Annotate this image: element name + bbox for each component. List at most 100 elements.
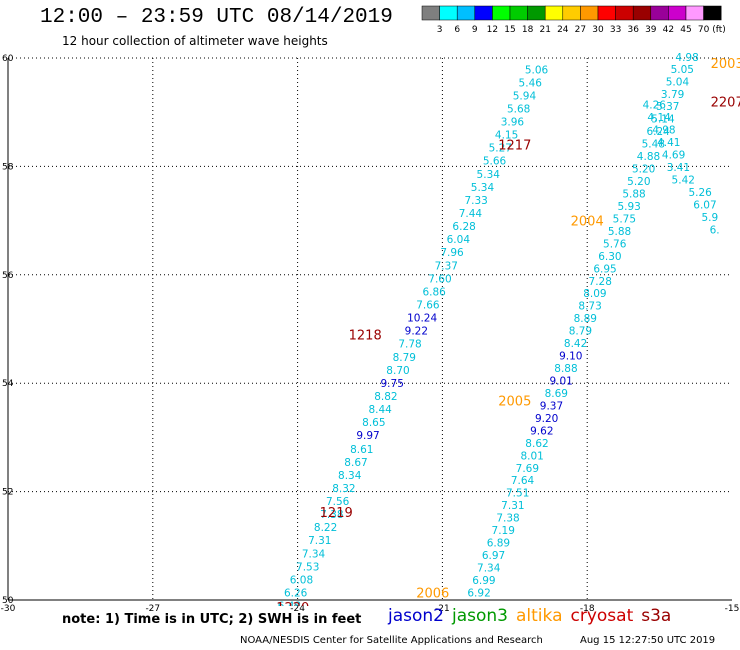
- wave-height-point: 8.65: [362, 417, 385, 429]
- pass-time-label: 1219: [320, 506, 353, 521]
- wave-height-point: 6.26: [284, 587, 308, 599]
- wave-height-point: 8.34: [338, 470, 362, 482]
- wave-height-point: 8.61: [350, 444, 373, 456]
- wave-height-point: 3.41: [667, 162, 690, 174]
- colorbar-label: 18: [522, 25, 534, 35]
- colorbar-label: 15: [504, 25, 515, 35]
- wave-height-point: 9.62: [530, 425, 553, 437]
- wave-height-points: 5.065.465.945.683.964.155.275.66 5.345.34…: [276, 52, 740, 616]
- colorbar-label: 30: [592, 25, 604, 35]
- wave-height-point: 7.34: [477, 562, 501, 574]
- wave-height-point: 4.88: [637, 151, 660, 163]
- wave-height-point: 8.79: [393, 352, 416, 364]
- wave-height-point: 9.22: [405, 326, 428, 338]
- wave-height-point: 5.34: [477, 169, 501, 181]
- credit-line: NOAA/NESDIS Center for Satellite Applica…: [240, 635, 543, 646]
- wave-height-point: 9.75: [381, 378, 404, 390]
- footer-note: note: 1) Time is in UTC; 2) SWH is in fe…: [62, 612, 362, 627]
- wave-height-point: 6.07: [693, 199, 716, 211]
- wave-height-point: 7.33: [464, 195, 487, 207]
- wave-height-point: 5.20: [632, 164, 655, 176]
- wave-height-point: 9.01: [549, 375, 572, 387]
- wave-height-point: 6.30: [598, 251, 621, 263]
- wave-height-point: 8.67: [344, 457, 367, 469]
- wave-height-point: 10.24: [407, 313, 437, 325]
- wave-height-point: 5.34: [471, 182, 495, 194]
- pass-time-label: 1220: [276, 601, 309, 616]
- pass-time-label: 2005: [498, 395, 531, 410]
- colorbar-unit: (ft): [712, 25, 726, 35]
- colorbar-label: 12: [487, 25, 498, 35]
- pass-time-label: 2004: [571, 215, 604, 230]
- wave-height-point: 4.98: [675, 52, 698, 64]
- wave-height-point: 8.44: [368, 404, 392, 416]
- wave-height-point: 8.01: [520, 450, 543, 462]
- wave-height-point: 4.15: [495, 129, 518, 141]
- wave-height-point: 9.37: [540, 400, 563, 412]
- wave-height-point: 4.69: [662, 149, 685, 161]
- wave-height-point: 7.37: [435, 261, 458, 273]
- wave-height-point: 8.69: [545, 388, 568, 400]
- wave-height-point: 5.46: [519, 77, 543, 89]
- wave-height-point: 5.9: [701, 212, 718, 224]
- pass-time-label: 1217: [498, 139, 531, 154]
- wave-height-point: 8.73: [578, 301, 601, 313]
- wave-height-point: 7.78: [398, 339, 421, 351]
- wave-height-point: 7.60: [428, 274, 451, 286]
- y-tick-label: 56: [2, 271, 14, 281]
- wave-height-point: 5.27: [489, 142, 512, 154]
- wave-height-point: 8.89: [574, 313, 597, 325]
- pass-time-label: 1218: [349, 328, 382, 343]
- wave-height-point: 4.14: [647, 112, 671, 124]
- wave-height-point: 7.96: [440, 247, 464, 259]
- colorbar-label: 9: [472, 25, 478, 35]
- chart-title: 12:00 – 23:59 UTC 08/14/2019: [40, 6, 393, 29]
- wave-height-point: 6.04: [447, 234, 471, 246]
- colorbar-label: 6: [454, 25, 460, 35]
- wave-height-point: 5.48: [642, 139, 665, 151]
- wave-height-point: 7.44: [459, 208, 483, 220]
- legend-entry-altika: altika: [516, 606, 563, 626]
- wave-height-point: 7.31: [308, 535, 331, 547]
- satellite-legend: jason2 jason3 altika cryosat s3a: [388, 606, 679, 626]
- generated-timestamp: Aug 15 12:27:50 UTC 2019: [580, 635, 716, 646]
- wave-height-point: 8.42: [564, 338, 587, 350]
- colorbar-label: 70: [698, 25, 710, 35]
- wave-height-point: 6.97: [482, 550, 505, 562]
- y-tick-label: 54: [2, 379, 14, 389]
- wave-height-point: 8.09: [583, 288, 606, 300]
- wave-height-point: 6.99: [472, 575, 495, 587]
- colorbar-label: 3: [437, 25, 443, 35]
- wave-height-point: 8.62: [525, 438, 548, 450]
- colorbar-label: 39: [645, 25, 657, 35]
- wave-height-point: 6.08: [290, 574, 313, 586]
- wave-height-point: 5.14: [651, 114, 675, 126]
- y-tick-label: 52: [2, 488, 13, 498]
- wave-height-point: 8.82: [374, 391, 397, 403]
- legend-entry-cryosat: cryosat: [570, 606, 634, 626]
- pass-time-label: 2006: [416, 586, 449, 601]
- colorbar-label: 45: [680, 25, 691, 35]
- wave-height-point: 6.24: [646, 126, 670, 138]
- wave-height-point: 6.28: [452, 221, 475, 233]
- wave-height-point: 8.79: [569, 326, 592, 338]
- wave-height-point: 5.88: [608, 226, 631, 238]
- wave-height-point: 6.86: [422, 287, 446, 299]
- wave-height-point: 7.66: [416, 300, 440, 312]
- colorbar-label: 24: [557, 25, 569, 35]
- wave-height-point: 7.69: [516, 463, 539, 475]
- chart-subtitle: 12 hour collection of altimeter wave hei…: [62, 34, 328, 48]
- x-tick-label: -21: [435, 604, 450, 614]
- wave-height-point: 7.56: [326, 496, 350, 508]
- wave-height-point: 8.32: [332, 483, 355, 495]
- wave-height-point: 5.66: [483, 155, 507, 167]
- x-tick-label: -15: [725, 604, 740, 614]
- wave-height-point: 5.26: [688, 187, 712, 199]
- wave-height-point: 5.76: [603, 238, 627, 250]
- wave-height-point: 9.10: [559, 351, 582, 363]
- wave-height-point: 4.41: [657, 137, 680, 149]
- wave-height-point: 7.31: [501, 500, 524, 512]
- wave-height-point: 5.06: [525, 64, 549, 76]
- wave-height-point: 4.26: [643, 100, 667, 112]
- y-tick-label: 60: [2, 54, 14, 64]
